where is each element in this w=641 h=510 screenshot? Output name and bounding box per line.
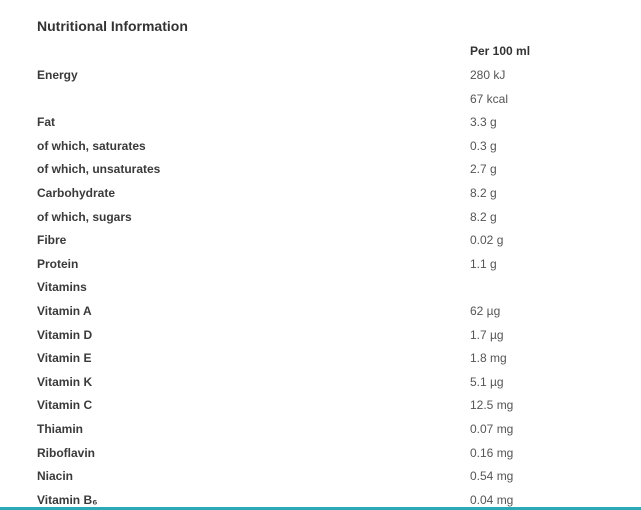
row-value: 0.3 g <box>470 138 497 153</box>
row-label: Riboflavin <box>37 445 96 460</box>
row-value: 62 µg <box>470 304 501 318</box>
row-value: 0.16 mg <box>470 445 514 460</box>
bottom-border <box>0 507 641 510</box>
row-label: Energy <box>37 68 78 82</box>
row-label: Vitamin E <box>37 351 92 366</box>
row-label: Niacin <box>37 469 74 484</box>
row-value: 1.8 mg <box>470 351 507 366</box>
row-value: 5.1 µg <box>470 374 504 389</box>
row-value: 0.07 mg <box>470 422 514 436</box>
row-value: 8.2 g <box>470 209 497 224</box>
row-value: 280 kJ <box>470 68 506 82</box>
row-label: Vitamin K <box>37 374 93 389</box>
row-value: 1.1 g <box>470 256 497 271</box>
row-label: of which, sugars <box>37 209 132 224</box>
row-label: Protein <box>37 256 79 271</box>
row-value: 67 kcal <box>470 91 509 106</box>
row-value: 1.7 µg <box>470 327 504 342</box>
row-label: Vitamin D <box>37 327 93 342</box>
row-label: of which, unsaturates <box>37 162 161 177</box>
row-value: 3.3 g <box>470 115 497 130</box>
row-value: 0.02 g <box>470 233 504 248</box>
row-label: Vitamins <box>37 280 87 295</box>
row-value: 12.5 mg <box>470 398 514 413</box>
row-label: Thiamin <box>37 422 84 436</box>
row-label: Fat <box>37 115 55 130</box>
row-label: of which, saturates <box>37 138 146 153</box>
title: Nutritional Information <box>37 18 188 34</box>
row-label: Vitamin B₆ <box>37 492 98 507</box>
row-label: Carbohydrate <box>37 186 116 200</box>
row-value: 2.7 g <box>470 162 497 177</box>
row-value: 0.04 mg <box>470 492 514 507</box>
row-label: Fibre <box>37 233 67 248</box>
row-label: Vitamin C <box>37 398 93 413</box>
row-label: Vitamin A <box>37 304 92 318</box>
column-header: Per 100 ml <box>470 44 531 58</box>
row-value: 0.54 mg <box>470 469 514 484</box>
row-value: 8.2 g <box>470 186 497 200</box>
